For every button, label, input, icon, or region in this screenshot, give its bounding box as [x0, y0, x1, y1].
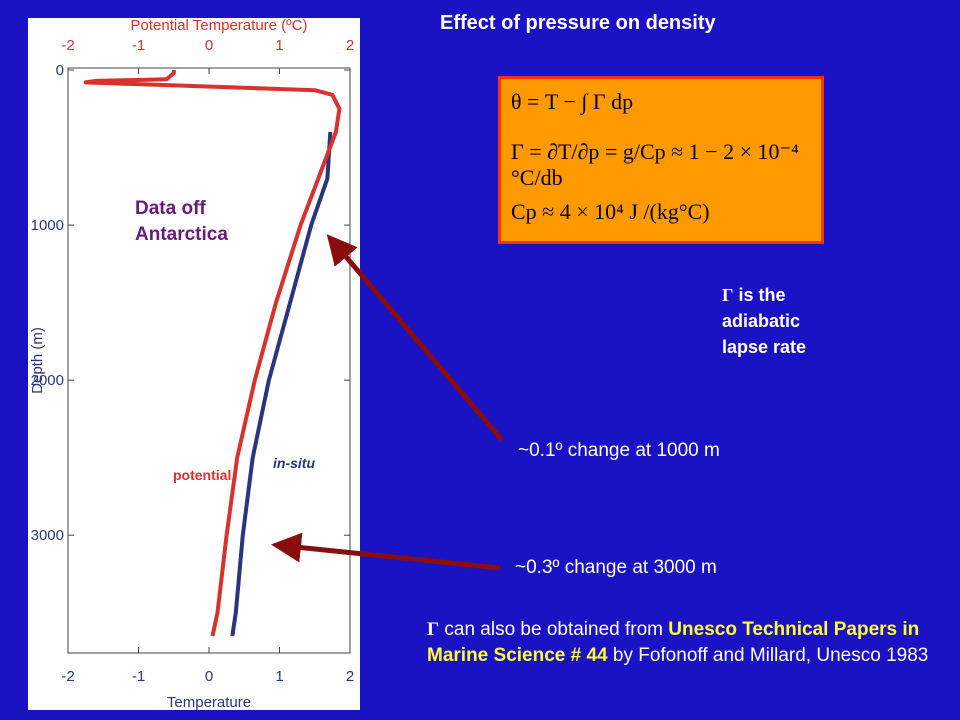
gamma-definition: Γ is the adiabatic lapse rate — [722, 282, 806, 360]
reference-highlight: Unesco Technical Papers in Marine Scienc… — [427, 619, 920, 666]
gamma-note-line2: adiabatic — [722, 311, 801, 331]
temperature-profile-chart: -2 -2 -1 -1 0 0 1 1 2 2 0 1000 2000 3000 Potential Tem… — [28, 18, 360, 710]
y-tick-label: 0 — [56, 62, 64, 79]
chart-svg: -2 -2 -1 -1 0 0 1 1 2 2 0 1000 2000 3000 Potential Tem… — [29, 18, 354, 710]
x-tick-label-top: 2 — [346, 37, 354, 54]
y-axis-label: Depth (m) — [29, 327, 46, 394]
series-potential — [83, 70, 342, 637]
x-tick-label-top: -1 — [132, 37, 145, 54]
annotation-1000m: ~0.1º change at 1000 m — [518, 440, 720, 461]
slide-title: Effect of pressure on density — [440, 12, 716, 34]
x-tick-label-bottom: 0 — [205, 668, 213, 685]
theta-formula: θ = T − ∫ Γ dp — [511, 89, 634, 114]
y-tick-label: 2000 — [31, 372, 64, 389]
x-tick-label-bottom: 1 — [275, 668, 283, 685]
gamma-formula: Γ = ∂T/∂p = g/Cp ≈ 1 − 2 × 10⁻⁴ °C/db — [511, 139, 799, 190]
x-tick-label-top: 0 — [205, 37, 213, 54]
reference-prefix: can also be obtained from — [439, 619, 669, 640]
plot-frame — [67, 67, 351, 654]
series-label-potential: potential — [173, 467, 231, 483]
bottom-axis-label: Temperature — [167, 694, 251, 710]
y-tick-label: 3000 — [31, 527, 64, 544]
series-in-situ — [230, 131, 333, 637]
overlay-text-line1: Data off — [135, 198, 206, 219]
overlay-text-line2: Antarctica — [135, 224, 228, 245]
gamma-note-line1: is the — [733, 285, 786, 305]
reference-gamma-symbol: Γ — [427, 619, 440, 640]
reference-suffix: by Fofonoff and Millard, Unesco 1983 — [607, 645, 929, 666]
cp-formula: Cp ≈ 4 × 10⁴ J /(kg°C) — [511, 199, 710, 224]
gamma-note-line3: lapse rate — [722, 337, 807, 357]
annotation-3000m: ~0.3º change at 3000 m — [515, 557, 717, 578]
x-tick-label-top: -2 — [61, 37, 74, 54]
x-tick-label-bottom: 2 — [346, 668, 354, 685]
x-tick-label-bottom: -1 — [132, 668, 145, 685]
formula-box: θ = T − ∫ Γ dp Γ = ∂T/∂p = g/Cp ≈ 1 − 2 … — [498, 76, 824, 244]
x-tick-label-bottom: -2 — [61, 668, 74, 685]
gamma-symbol: Γ — [722, 285, 734, 305]
reference-note: Γ can also be obtained from Unesco Techn… — [427, 617, 947, 669]
series-label-insitu: in-situ — [273, 455, 315, 471]
y-tick-label: 1000 — [31, 217, 64, 234]
top-axis-label: Potential Temperature (ºC) — [131, 18, 308, 34]
x-tick-label-top: 1 — [275, 37, 283, 54]
